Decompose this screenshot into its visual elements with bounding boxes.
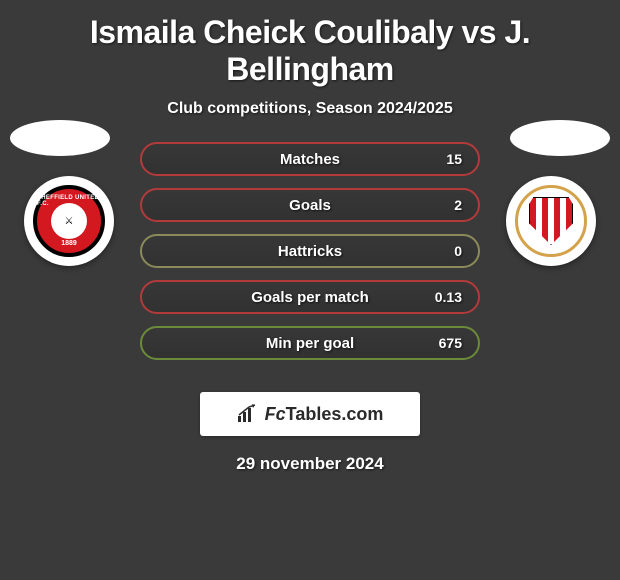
page-title: Ismaila Cheick Coulibaly vs J. Bellingha…: [0, 0, 620, 92]
stat-label: Hattricks: [278, 243, 342, 260]
stat-value: 675: [439, 335, 462, 351]
stat-pill-goals: Goals 2: [140, 188, 480, 222]
stat-pill-goals-per-match: Goals per match 0.13: [140, 280, 480, 314]
stat-label: Goals per match: [251, 289, 369, 306]
stats-area: Matches 15 Goals 2 Hattricks 0 Goals per…: [0, 132, 620, 382]
stat-value: 2: [454, 197, 462, 213]
stat-value: 0: [454, 243, 462, 259]
logo-box[interactable]: FcTables.com: [200, 392, 420, 436]
stat-value: 15: [446, 151, 462, 167]
stat-pill-matches: Matches 15: [140, 142, 480, 176]
stat-label: Matches: [280, 151, 340, 168]
chart-icon: [237, 404, 259, 424]
comparison-card: Ismaila Cheick Coulibaly vs J. Bellingha…: [0, 0, 620, 492]
stat-label: Goals: [289, 197, 331, 214]
stat-label: Min per goal: [266, 335, 354, 352]
logo-text: FcTables.com: [265, 404, 384, 425]
logo-text-fc: Fc: [265, 404, 286, 424]
date-text: 29 november 2024: [0, 436, 620, 492]
stat-pill-hattricks: Hattricks 0: [140, 234, 480, 268]
logo-text-rest: Tables.com: [286, 404, 384, 424]
stat-pill-min-per-goal: Min per goal 675: [140, 326, 480, 360]
stat-value: 0.13: [435, 289, 462, 305]
